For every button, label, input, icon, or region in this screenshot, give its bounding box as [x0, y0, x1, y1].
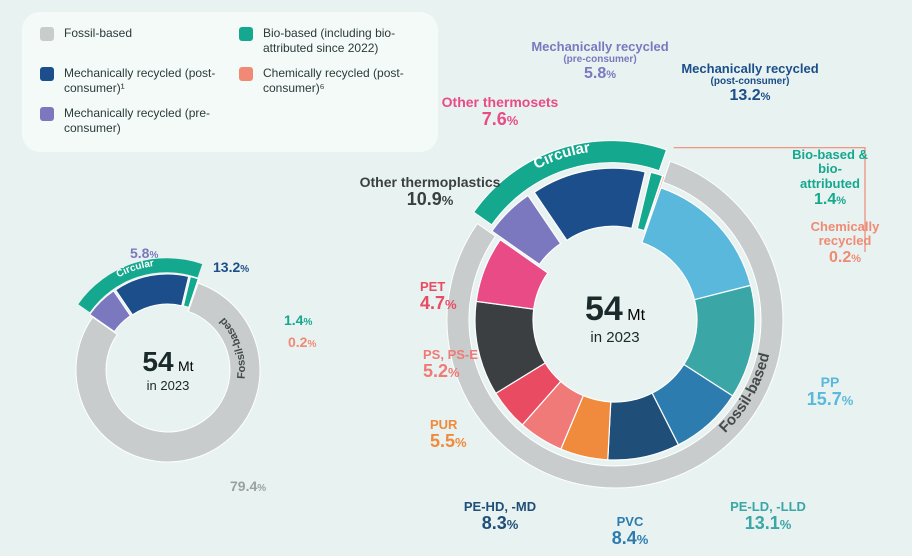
chart-svg: CircularFossil-basedCircularFossil-based: [0, 0, 912, 556]
infographic-stage: { "background_color": "#e8f2f0", "legend…: [0, 0, 912, 556]
